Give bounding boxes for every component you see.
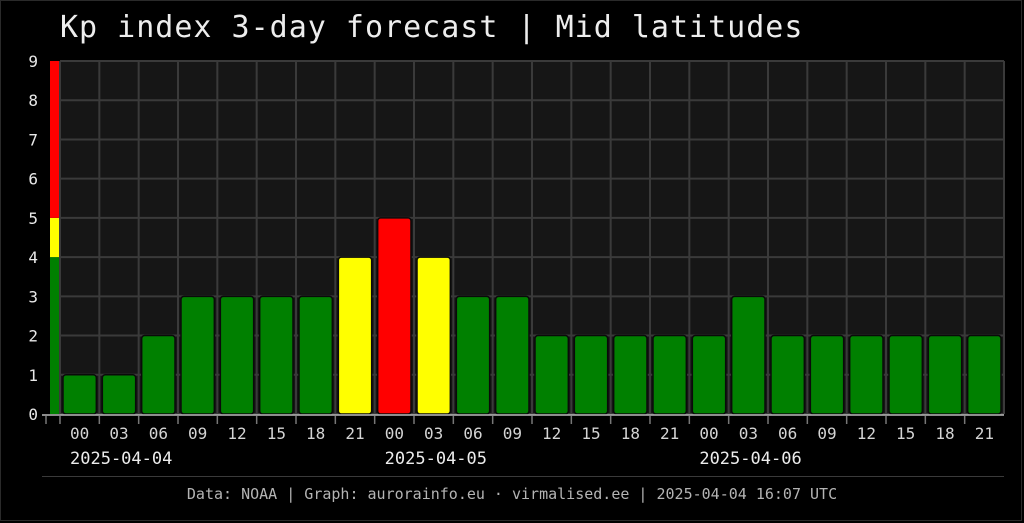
kp-bar — [888, 334, 924, 415]
y-tick-label: 2 — [28, 327, 38, 346]
x-tick-label: 09 — [817, 424, 836, 443]
kp-bar — [966, 334, 1002, 415]
x-tick-label: 12 — [857, 424, 876, 443]
date-label: 2025-04-06 — [699, 449, 801, 469]
x-tick-label: 21 — [975, 424, 994, 443]
kp-bar — [101, 374, 137, 415]
kp-bar — [337, 256, 373, 415]
scale-strip-segment — [50, 257, 59, 414]
x-tick-label: 00 — [385, 424, 404, 443]
y-tick-label: 7 — [28, 130, 38, 149]
x-tick-label: 03 — [424, 424, 443, 443]
x-tick-label: 00 — [699, 424, 718, 443]
kp-bar — [258, 295, 294, 415]
y-tick-label: 0 — [28, 405, 38, 424]
x-tick-label: 09 — [188, 424, 207, 443]
y-tick-label: 4 — [28, 248, 38, 267]
kp-bar — [180, 295, 216, 415]
footer-divider — [42, 476, 1004, 477]
x-tick-label: 15 — [267, 424, 286, 443]
kp-bar — [534, 334, 570, 415]
x-tick-label: 21 — [345, 424, 364, 443]
x-tick-label: 18 — [621, 424, 640, 443]
y-tick-label: 1 — [28, 366, 38, 385]
kp-bar — [730, 295, 766, 415]
kp-bar — [612, 334, 648, 415]
kp-bar — [416, 256, 452, 415]
x-tick-label: 15 — [581, 424, 600, 443]
kp-bar — [455, 295, 491, 415]
scale-strip-segment — [50, 61, 59, 218]
kp-bar — [140, 334, 176, 415]
x-tick-label: 03 — [109, 424, 128, 443]
kp-bar — [848, 334, 884, 415]
x-tick-label: 18 — [306, 424, 325, 443]
x-tick-label: 12 — [227, 424, 246, 443]
y-tick-label: 6 — [28, 170, 38, 189]
chart-title: Kp index 3-day forecast | Mid latitudes — [60, 10, 804, 45]
x-tick-label: 09 — [503, 424, 522, 443]
scale-strip-segment — [50, 217, 59, 258]
kp-bar — [573, 334, 609, 415]
date-label: 2025-04-05 — [385, 449, 487, 469]
kp-bar — [691, 334, 727, 415]
kp-bar — [376, 217, 412, 415]
y-tick-label: 3 — [28, 287, 38, 306]
kp-bar — [770, 334, 806, 415]
x-tick-label: 06 — [149, 424, 168, 443]
x-tick-label: 21 — [660, 424, 679, 443]
x-tick-label: 00 — [70, 424, 89, 443]
kp-bar — [219, 295, 255, 415]
y-tick-label: 9 — [28, 52, 38, 71]
x-tick-label: 18 — [935, 424, 954, 443]
kp-bar — [927, 334, 963, 415]
footer-credits: Data: NOAA | Graph: aurorainfo.eu · virm… — [186, 485, 838, 503]
kp-bar — [652, 334, 688, 415]
y-tick-label: 5 — [28, 209, 38, 228]
y-tick-label: 8 — [28, 91, 38, 110]
kp-bar — [494, 295, 530, 415]
x-tick-label: 03 — [739, 424, 758, 443]
x-tick-label: 12 — [542, 424, 561, 443]
x-tick-label: 06 — [778, 424, 797, 443]
kp-bar — [809, 334, 845, 415]
kp-bar — [298, 295, 334, 415]
date-label: 2025-04-04 — [70, 449, 172, 469]
kp-bar — [62, 374, 98, 415]
x-tick-label: 06 — [463, 424, 482, 443]
x-tick-label: 15 — [896, 424, 915, 443]
